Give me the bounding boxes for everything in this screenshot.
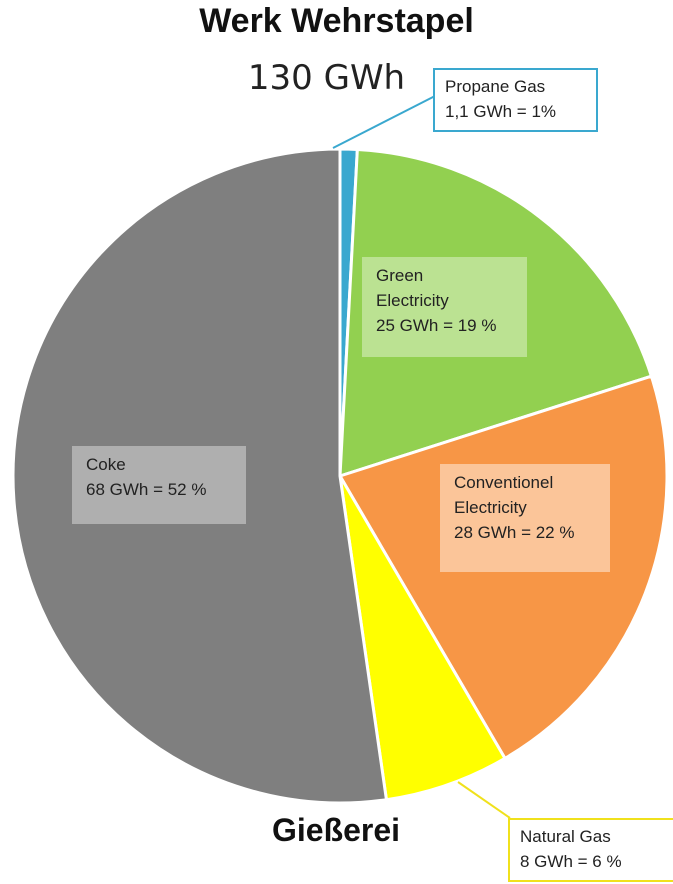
pie-slice-green	[338, 147, 653, 478]
conventionel-electricity-value: 28 GWh = 22 %	[454, 523, 575, 542]
chart-title: Werk Wehrstapel	[199, 2, 474, 40]
green-electricity-value: 25 GWh = 19 %	[376, 316, 497, 335]
propane-leader-line	[332, 95, 436, 149]
green-electricity-name-1: Green	[376, 266, 424, 285]
green-electricity-name-2: Electricity	[376, 291, 449, 310]
propane-gas-name: Propane Gas	[445, 77, 546, 96]
natural-gas-name: Natural Gas	[520, 827, 611, 846]
propane-gas-label: Propane Gas 1,1 GWh = 1%	[433, 68, 598, 132]
natural-gas-leader-line	[457, 781, 511, 819]
pie-slice-conv	[338, 374, 669, 760]
conventionel-electricity-name-1: Conventionel	[454, 473, 554, 492]
conventionel-electricity-label: Conventionel Electricity 28 GWh = 22 %	[440, 464, 610, 572]
coke-value: 68 GWh = 52 %	[86, 480, 207, 499]
green-electricity-label: Green Electricity 25 GWh = 19 %	[362, 257, 527, 357]
natural-gas-value: 8 GWh = 6 %	[520, 852, 622, 871]
coke-name: Coke	[86, 455, 126, 474]
propane-gas-value: 1,1 GWh = 1%	[445, 102, 557, 121]
footer-label: Gießerei	[272, 812, 401, 848]
chart-subtitle: 130 GWh	[247, 58, 406, 98]
conventionel-electricity-name-2: Electricity	[454, 498, 527, 517]
natural-gas-label: Natural Gas 8 GWh = 6 %	[508, 818, 673, 882]
pie-slice-natural	[338, 474, 507, 802]
coke-label: Coke 68 GWh = 52 %	[72, 446, 246, 524]
pie-slice-coke	[11, 147, 388, 805]
